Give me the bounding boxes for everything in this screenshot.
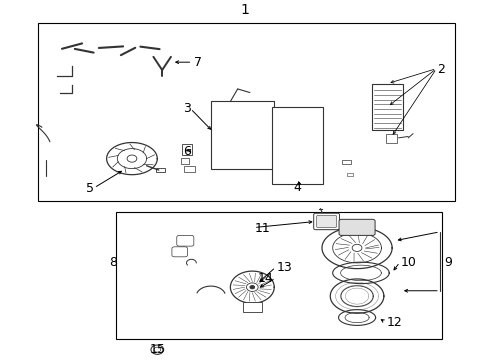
Bar: [347, 173, 353, 176]
Bar: [386, 134, 397, 143]
Circle shape: [246, 283, 258, 292]
Bar: [216, 136, 270, 143]
Bar: [243, 302, 262, 312]
Text: 10: 10: [401, 256, 417, 269]
Bar: [216, 115, 270, 121]
Text: 12: 12: [386, 316, 402, 329]
Text: 6: 6: [184, 145, 192, 158]
Text: 7: 7: [194, 56, 202, 69]
FancyBboxPatch shape: [339, 219, 375, 235]
Text: 1: 1: [241, 3, 249, 17]
Bar: [278, 156, 317, 165]
Circle shape: [250, 285, 255, 289]
Bar: [278, 129, 317, 138]
Text: 2: 2: [438, 63, 445, 76]
Bar: [156, 168, 165, 172]
Bar: [216, 147, 270, 153]
FancyBboxPatch shape: [177, 235, 194, 246]
Bar: [116, 212, 442, 339]
Bar: [274, 109, 320, 182]
Circle shape: [352, 244, 362, 252]
Text: 15: 15: [150, 343, 166, 356]
Text: 5: 5: [86, 183, 94, 195]
Bar: [184, 166, 195, 172]
Bar: [182, 144, 193, 155]
Text: 9: 9: [444, 256, 452, 269]
Text: 14: 14: [257, 272, 273, 285]
FancyBboxPatch shape: [314, 213, 340, 230]
Text: 8: 8: [109, 256, 117, 269]
Bar: [216, 158, 270, 164]
Circle shape: [127, 155, 137, 162]
Bar: [38, 23, 455, 202]
Bar: [343, 160, 351, 164]
Text: 11: 11: [255, 222, 270, 235]
Bar: [372, 84, 403, 130]
FancyBboxPatch shape: [172, 247, 188, 257]
Bar: [272, 107, 323, 184]
Bar: [181, 158, 190, 164]
Bar: [216, 125, 270, 132]
Circle shape: [151, 345, 164, 354]
Bar: [278, 142, 317, 151]
FancyBboxPatch shape: [317, 215, 337, 228]
Bar: [211, 102, 274, 169]
Bar: [278, 169, 317, 178]
Text: 3: 3: [184, 102, 192, 115]
Circle shape: [154, 347, 161, 352]
Text: 4: 4: [293, 181, 301, 194]
Text: 13: 13: [277, 261, 293, 274]
